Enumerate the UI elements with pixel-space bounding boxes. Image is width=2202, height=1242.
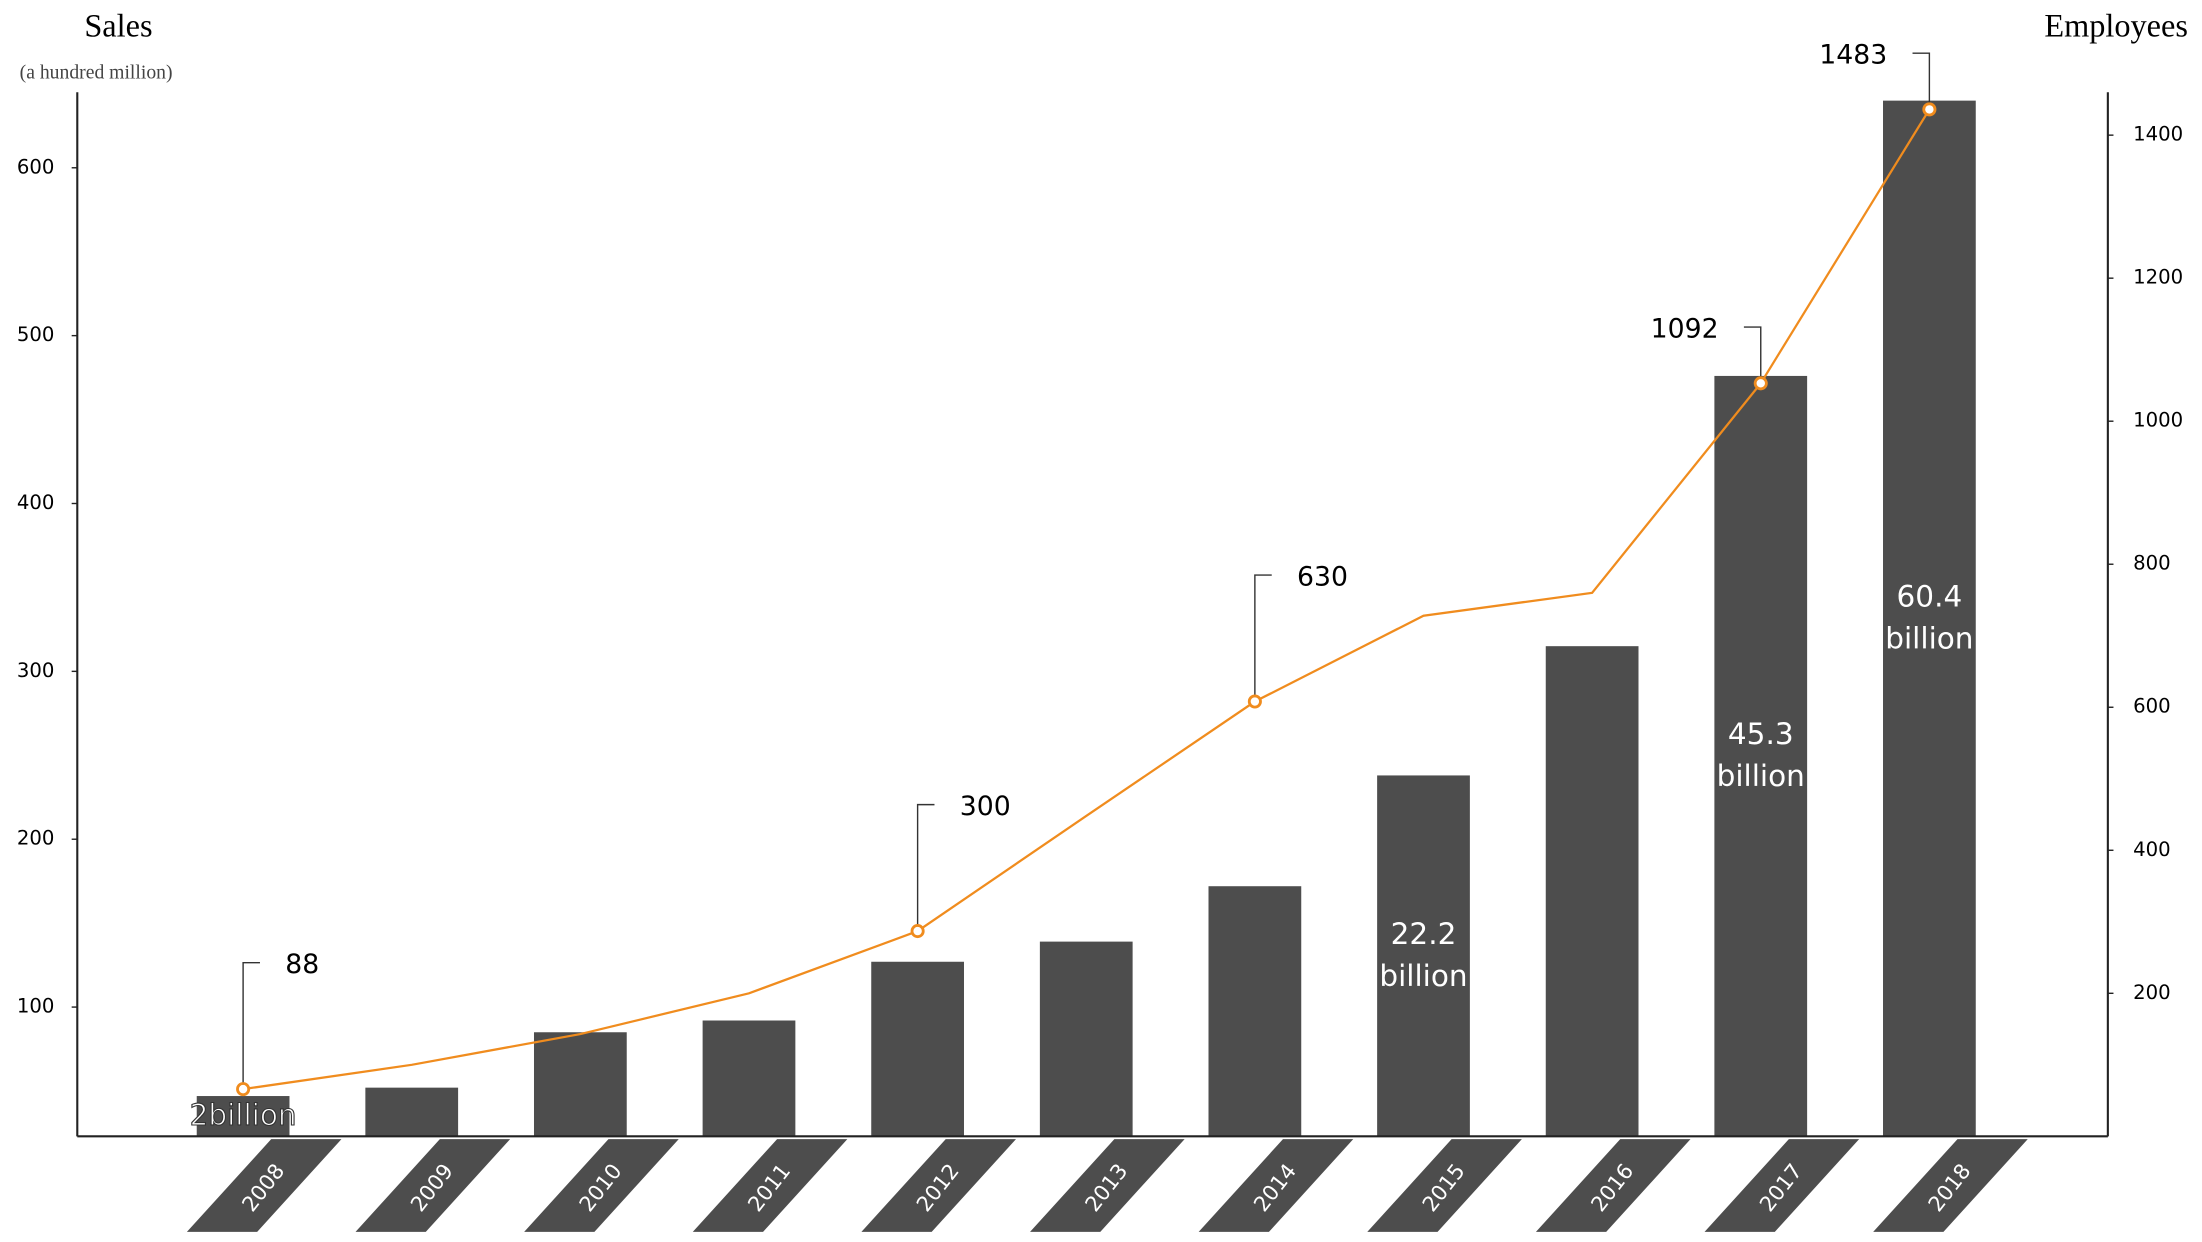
bar xyxy=(1883,100,1976,1137)
line xyxy=(242,108,1931,1091)
y2-tick-label: 1400 xyxy=(2133,123,2183,146)
y-tick-label: 100 xyxy=(17,995,55,1018)
x-tag xyxy=(1198,1139,1354,1232)
line-point xyxy=(236,1082,251,1097)
bar-label: 22.2 billion xyxy=(1379,916,1467,992)
bar xyxy=(365,1087,459,1137)
bar xyxy=(1377,775,1470,1137)
bar xyxy=(196,1096,290,1137)
bar-label-line: 22.2 xyxy=(1391,916,1457,950)
y2-tick-label: 400 xyxy=(2133,838,2171,861)
y2-tick-label: 600 xyxy=(2133,695,2171,718)
bar xyxy=(1039,941,1133,1137)
y2-tick-label: 1000 xyxy=(2133,409,2183,432)
bar xyxy=(702,1020,796,1137)
bar xyxy=(1714,375,1808,1137)
leader-line xyxy=(1912,52,1931,110)
bar xyxy=(1545,646,1639,1137)
leader-line xyxy=(1743,326,1762,384)
line-label: 630 xyxy=(1297,561,1348,592)
y2-tick-label: 1200 xyxy=(2133,266,2183,289)
line-point xyxy=(1247,694,1262,709)
bar-label-line: billion xyxy=(1379,958,1467,992)
leader-line xyxy=(242,961,260,1090)
bar xyxy=(871,961,964,1137)
y-tick-label: 500 xyxy=(17,323,55,346)
x-tag xyxy=(692,1139,848,1232)
leader-line xyxy=(1254,574,1272,702)
y2-tick-label: 200 xyxy=(2133,981,2171,1004)
bar-label: 45.3 billion xyxy=(1717,717,1805,793)
bar-label-line: 60.4 xyxy=(1897,579,1963,613)
x-tag xyxy=(1535,1139,1691,1232)
y-tick-label: 400 xyxy=(17,491,55,514)
line-point xyxy=(1753,376,1768,391)
line-label: 1483 xyxy=(1819,40,1887,71)
bar-label-line: billion xyxy=(1717,759,1805,793)
x-tag xyxy=(355,1139,511,1232)
y2-axis-title: Employees xyxy=(2044,7,2188,43)
bar xyxy=(1208,886,1302,1137)
x-tag xyxy=(186,1139,342,1232)
bar-label-line: billion xyxy=(1885,621,1973,655)
x-tag xyxy=(1367,1139,1522,1232)
y-tick-label: 600 xyxy=(17,155,55,178)
bar-label-line: 45.3 xyxy=(1728,717,1794,751)
y2-tick-label: 800 xyxy=(2133,552,2171,575)
y-tick-label: 300 xyxy=(17,659,55,682)
line-label: 300 xyxy=(960,791,1011,822)
y-axis-title: Sales xyxy=(84,7,152,43)
x-tag xyxy=(1030,1139,1185,1232)
leader-line xyxy=(916,803,935,932)
line-point xyxy=(1922,102,1937,117)
y-axis-unit: (a hundred million) xyxy=(20,61,173,83)
x-tag xyxy=(861,1139,1016,1232)
y-tick-label: 200 xyxy=(17,827,55,850)
x-tag xyxy=(524,1139,679,1232)
x-tag xyxy=(1704,1139,1860,1232)
line-point xyxy=(910,924,925,939)
bar-label: 2billion xyxy=(190,1098,297,1132)
line-label: 88 xyxy=(285,949,319,980)
bar xyxy=(533,1032,627,1137)
line-label: 1092 xyxy=(1651,313,1719,344)
x-tag xyxy=(1873,1139,2028,1232)
bar-label: 60.4 billion xyxy=(1885,579,1973,655)
